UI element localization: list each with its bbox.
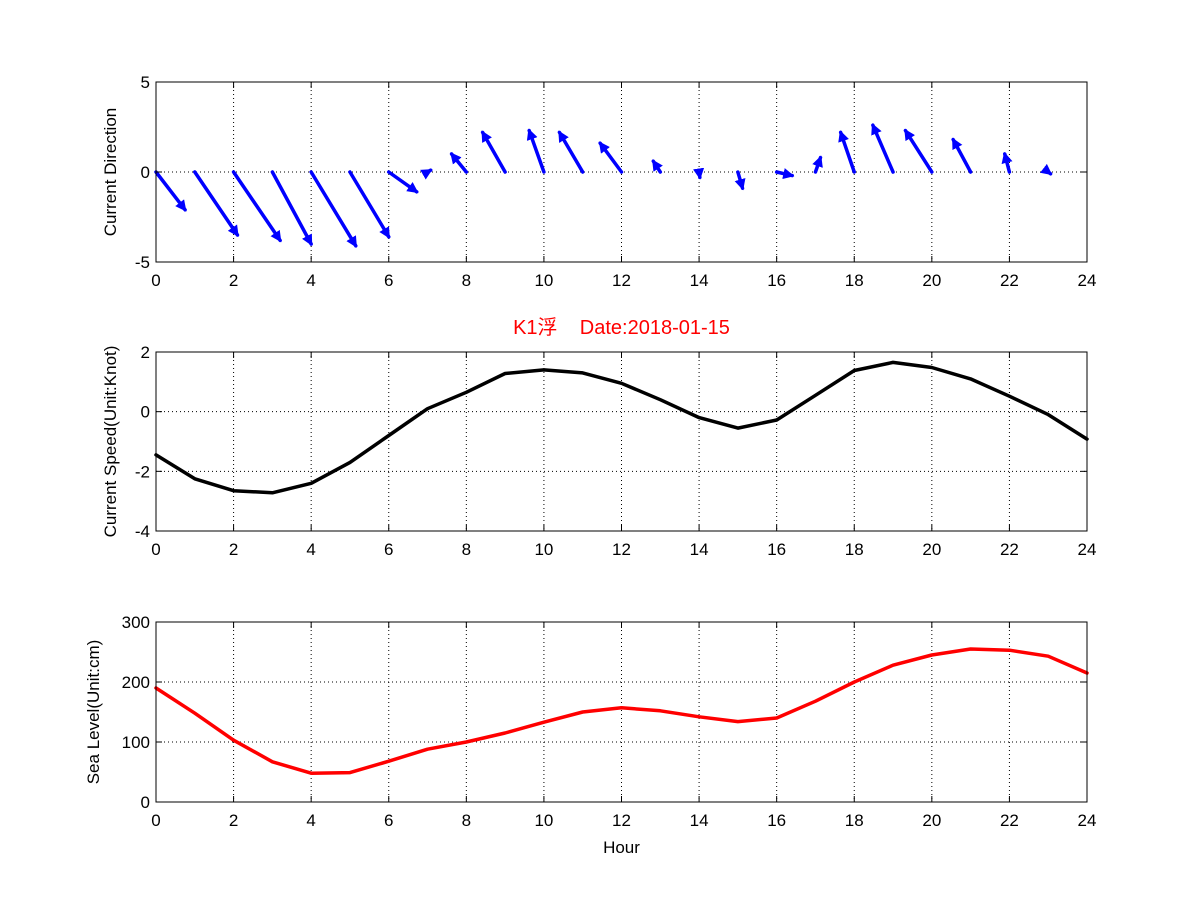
y-tick-label: 5 (141, 73, 150, 92)
sea-level-line (154, 647, 1089, 775)
y-axis-label: Current Direction (101, 108, 120, 237)
x-tick-label: 6 (384, 811, 393, 830)
x-tick-label: 6 (384, 271, 393, 290)
y-tick-label: 2 (141, 343, 150, 362)
direction-arrow (693, 167, 705, 180)
direction-arrow (1001, 151, 1013, 174)
y-tick-label: -5 (135, 253, 150, 272)
direction-arrow (951, 137, 973, 174)
y-tick-label: 0 (141, 403, 150, 422)
x-tick-label: 0 (151, 811, 160, 830)
direction-arrow (557, 130, 585, 174)
direction-arrow (1040, 163, 1053, 176)
direction-arrow (480, 130, 507, 174)
direction-arrow (387, 170, 419, 194)
x-tick-label: 16 (767, 811, 786, 830)
x-tick-label: 24 (1078, 271, 1097, 290)
y-tick-label: 100 (122, 733, 150, 752)
x-tick-label: 8 (462, 271, 471, 290)
direction-arrow (774, 168, 795, 180)
x-tick-label: 20 (922, 811, 941, 830)
x-tick-label: 22 (1000, 271, 1019, 290)
y-tick-label: -4 (135, 522, 150, 541)
x-tick-label: 14 (690, 540, 709, 559)
x-tick-label: 24 (1078, 811, 1097, 830)
x-tick-label: 14 (690, 271, 709, 290)
direction-arrow (348, 170, 391, 239)
y-axis-label: Current Speed(Unit:Knot) (101, 346, 120, 538)
x-tick-label: 4 (306, 811, 315, 830)
x-tick-label: 4 (306, 540, 315, 559)
x-tick-label: 2 (229, 271, 238, 290)
direction-arrow (838, 130, 856, 174)
y-tick-label: 0 (141, 163, 150, 182)
direction-arrow (812, 155, 823, 174)
x-tick-label: 6 (384, 540, 393, 559)
current-speed-line (154, 360, 1089, 495)
x-tick-label: 4 (306, 271, 315, 290)
direction-arrow (903, 128, 934, 174)
x-tick-label: 12 (612, 271, 631, 290)
y-axis-label: Sea Level(Unit:cm) (84, 640, 103, 785)
direction-arrow (193, 170, 240, 237)
x-tick-label: 0 (151, 540, 160, 559)
x-tick-label: 2 (229, 540, 238, 559)
chart-title: K1浮 Date:2018-01-15 (513, 316, 730, 339)
x-tick-label: 22 (1000, 811, 1019, 830)
y-tick-label: 300 (122, 613, 150, 632)
x-tick-label: 10 (534, 271, 553, 290)
direction-arrow (526, 128, 546, 174)
x-tick-label: 12 (612, 811, 631, 830)
x-tick-label: 8 (462, 811, 471, 830)
y-tick-label: 0 (141, 793, 150, 812)
x-tick-label: 16 (767, 271, 786, 290)
x-axis-label: Hour (603, 838, 640, 857)
direction-arrow (154, 170, 187, 212)
x-tick-label: 14 (690, 811, 709, 830)
x-tick-label: 12 (612, 540, 631, 559)
x-tick-label: 2 (229, 811, 238, 830)
direction-arrow (598, 141, 624, 174)
y-tick-label: -2 (135, 462, 150, 481)
x-tick-label: 20 (922, 271, 941, 290)
x-tick-label: 16 (767, 540, 786, 559)
direction-arrow (734, 170, 746, 191)
x-tick-label: 8 (462, 540, 471, 559)
x-tick-label: 18 (845, 271, 864, 290)
x-tick-label: 10 (534, 811, 553, 830)
direction-arrow (309, 170, 358, 248)
direction-arrow (270, 170, 313, 246)
direction-arrow (651, 159, 663, 174)
x-tick-label: 0 (151, 271, 160, 290)
direction-arrow (231, 170, 282, 243)
x-tick-label: 10 (534, 540, 553, 559)
direction-arrow (871, 123, 895, 174)
x-tick-label: 24 (1078, 540, 1097, 559)
x-tick-label: 22 (1000, 540, 1019, 559)
x-tick-label: 18 (845, 811, 864, 830)
y-tick-label: 200 (122, 673, 150, 692)
x-tick-label: 18 (845, 540, 864, 559)
direction-arrow (449, 152, 469, 174)
direction-arrow (420, 168, 433, 180)
x-tick-label: 20 (922, 540, 941, 559)
